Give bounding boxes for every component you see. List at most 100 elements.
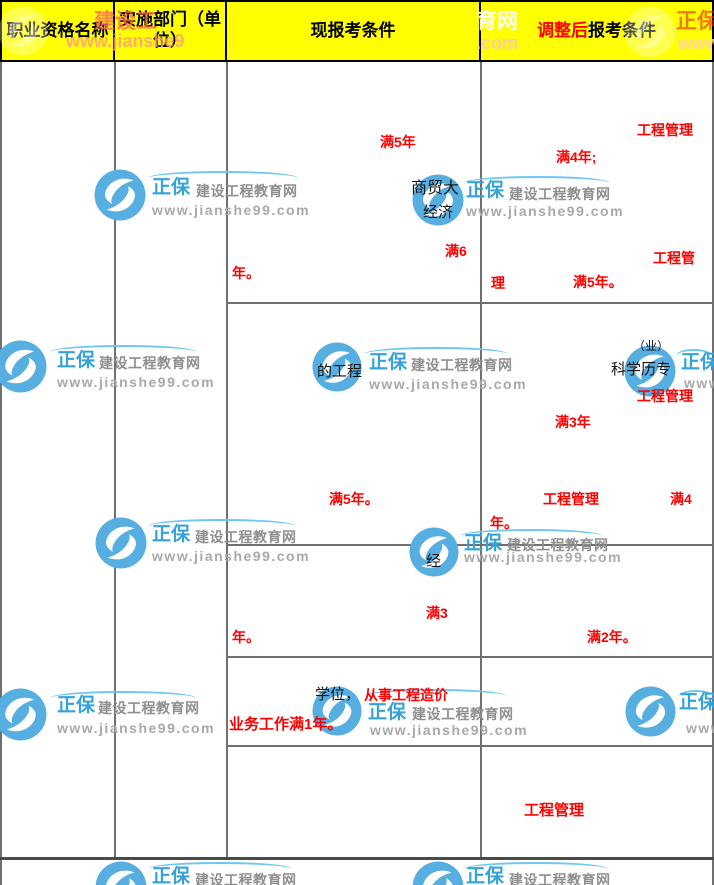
- watermark-arc: [464, 862, 608, 876]
- text-fragment: 科学历专: [611, 361, 672, 378]
- watermark-url: www.: [686, 720, 714, 736]
- grid-line: [226, 656, 714, 658]
- text-fragment: 年。: [232, 629, 260, 645]
- text-fragment: 工程管理: [524, 802, 585, 819]
- text-fragment: 经: [426, 553, 442, 570]
- text-fragment: 年。: [490, 515, 518, 531]
- watermark-brand: 正保: [369, 352, 408, 373]
- watermark-arc: [678, 690, 714, 704]
- watermark-brand: 正保: [57, 695, 96, 716]
- watermark-brand: 正保: [466, 866, 505, 885]
- text-fragment: 满4: [670, 491, 692, 507]
- text-fragment: （业）: [633, 339, 670, 353]
- watermark-logo-icon: [95, 517, 147, 569]
- watermark-url: www.jianshe99.com: [152, 548, 311, 564]
- watermark-brand: 正保: [152, 524, 191, 545]
- watermark-logo-icon: [0, 340, 47, 393]
- watermark-url: www.jianshe99.com: [464, 549, 623, 565]
- watermark-arc: [148, 862, 292, 876]
- watermark-logo-icon: [312, 342, 362, 392]
- grid-line: [480, 62, 482, 857]
- text-fragment: 满5年。: [329, 491, 379, 507]
- watermark-logo-icon: [95, 861, 147, 885]
- watermark-url: www.jianshe99.com: [369, 376, 528, 392]
- grid-line: [226, 62, 228, 857]
- watermark-brand: 正保: [466, 180, 505, 201]
- watermark-url: www.jianshe99.com: [466, 203, 625, 219]
- watermark-arc: [676, 349, 712, 363]
- watermark-url: www.jianshe99.com: [57, 720, 216, 736]
- watermark-brand: 正保: [464, 533, 503, 554]
- text-fragment: 从事工程造价: [364, 687, 448, 703]
- watermark-site: 建设工程教育网: [411, 357, 513, 373]
- text-fragment: 年。: [232, 265, 260, 281]
- text-fragment: 工程管理: [543, 491, 599, 507]
- grid-line: [226, 544, 714, 546]
- header-col-adjusted-conditions: 调整后报考条件: [481, 2, 712, 60]
- header-col-qualification-name: 职业资格名称: [2, 2, 115, 60]
- watermark-site: 建设工程教育网: [98, 700, 200, 716]
- header-watermark-text: www.: [678, 33, 714, 53]
- watermark-site: 建设工程教育网: [507, 537, 609, 553]
- watermark-site: 建设工程教育网: [196, 183, 298, 199]
- watermark-logo-icon: [625, 686, 676, 737]
- header-watermark-text: www.jianshe9: [66, 31, 185, 51]
- header-col-current-conditions: 现报考条件: [227, 2, 481, 60]
- adjusted-rest: 报考条件: [588, 20, 656, 40]
- watermark-brand: 正保: [368, 702, 407, 723]
- header-col3-label: 现报考条件: [310, 20, 396, 40]
- watermark-logo-icon: [412, 174, 464, 226]
- watermark-url: www.jianshe99.com: [370, 722, 529, 738]
- watermark-brand: 正保: [152, 866, 191, 885]
- watermark-url: www.: [684, 375, 714, 391]
- watermark-brand: 正保: [681, 352, 714, 373]
- grid-line: [226, 302, 714, 304]
- text-fragment: 工程管理: [637, 122, 693, 138]
- header-col1-label: 职业资格名称: [6, 20, 109, 40]
- watermark-site: 建设工程教育网: [195, 872, 297, 885]
- header-col4-label: 调整后报考条件: [537, 21, 656, 42]
- watermark-site: 建设工程教育网: [412, 706, 514, 722]
- header-watermark-text: .com: [476, 33, 519, 53]
- text-fragment: 学位，: [315, 686, 361, 703]
- watermark-arc: [364, 347, 508, 361]
- grid-line: [0, 62, 2, 885]
- watermark-brand: 正保: [57, 350, 96, 371]
- watermark-arc: [50, 691, 196, 705]
- watermark-logo-icon: [312, 686, 362, 736]
- text-fragment: 工程管理: [637, 388, 693, 404]
- watermark-url: www.jianshe99.com: [57, 374, 216, 390]
- watermark-site: 建设工程教育网: [509, 186, 611, 202]
- grid-line: [114, 62, 116, 857]
- text-fragment: 商贸大: [411, 180, 460, 197]
- text-fragment: 工程管: [653, 250, 695, 266]
- text-fragment: 满5年: [380, 134, 416, 150]
- text-fragment: 的工程: [317, 363, 363, 380]
- watermark-logo-icon: [412, 861, 464, 885]
- text-fragment: 理: [491, 275, 505, 291]
- text-fragment: 业务工作满1年。: [229, 716, 343, 733]
- text-fragment: 经济: [423, 204, 454, 221]
- header-watermark-text: 正保: [676, 10, 714, 33]
- text-fragment: 满3: [426, 605, 448, 621]
- text-fragment: 满2年。: [587, 629, 637, 645]
- watermark-arc: [148, 171, 298, 185]
- watermark-logo-faint-icon: [0, 6, 48, 56]
- header-col-implementing-department: 实施部门（单位）: [115, 2, 227, 60]
- watermark-logo-faint-icon: [624, 6, 676, 58]
- header-watermark-text: 育网: [476, 10, 518, 33]
- watermark-arc: [364, 689, 506, 703]
- watermark-site: 建设工程教育网: [99, 355, 201, 371]
- watermark-logo-icon: [0, 688, 47, 741]
- watermark-site: 建设工程教育网: [195, 529, 297, 545]
- text-fragment: 满6: [445, 243, 467, 259]
- watermark-brand: 正保: [152, 177, 191, 198]
- grid-line: [226, 745, 714, 747]
- watermark-arc: [464, 176, 610, 190]
- watermark-arc: [148, 519, 296, 533]
- text-fragment: 满3年: [555, 414, 591, 430]
- watermark-logo-icon: [624, 345, 676, 397]
- grid-line: [0, 857, 714, 860]
- table-header: 职业资格名称 实施部门（单位） 现报考条件 调整后报考条件: [0, 0, 714, 62]
